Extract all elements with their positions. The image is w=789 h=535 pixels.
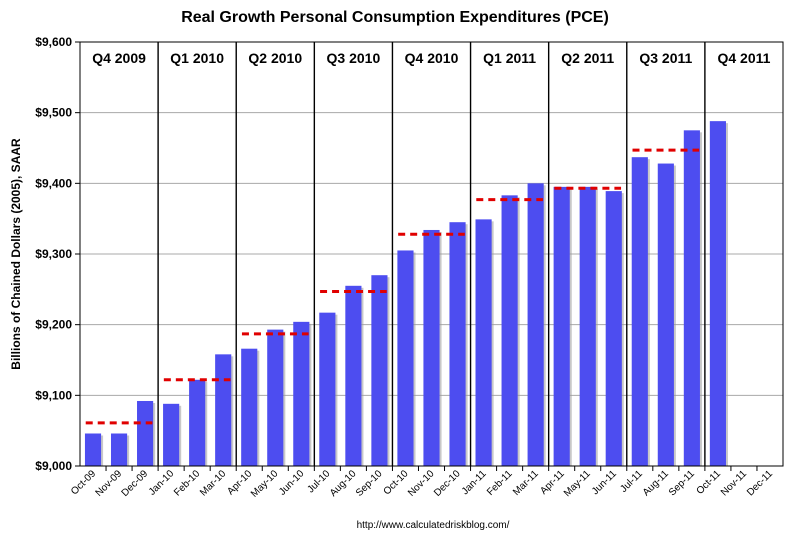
- x-tick-label: Mar-10: [198, 468, 228, 498]
- quarter-labels: Q4 2009 Q1 2010 Q2 2010 Q3 2010 Q4 2010 Q1 20…: [92, 50, 770, 66]
- bar: [267, 329, 284, 466]
- bar: [189, 379, 206, 466]
- quarter-label: Q2 2011: [561, 50, 614, 66]
- x-tick-label: Jan-11: [460, 468, 489, 497]
- x-tick-label: May-11: [562, 468, 593, 499]
- quarter-label: Q1 2011: [483, 50, 536, 66]
- bar: [683, 130, 700, 467]
- bar: [397, 250, 414, 466]
- bar: [423, 229, 440, 466]
- x-tick-label: May-10: [249, 468, 281, 500]
- bar: [345, 285, 362, 466]
- quarter-label: Q4 2009: [92, 50, 146, 66]
- x-tick-label: Jun-10: [277, 468, 307, 498]
- x-tick-label: Aug-10: [328, 468, 359, 499]
- bars: [84, 121, 728, 467]
- y-tick-label: $9,200: [35, 318, 72, 332]
- y-tick-label: $9,100: [35, 388, 72, 402]
- bar: [501, 195, 518, 466]
- quarter-dividers: [157, 42, 706, 466]
- y-axis-label: Billions of Chained Dollars (2005), SAAR: [9, 138, 23, 370]
- x-tick-label: Jan-10: [147, 468, 177, 498]
- bar: [449, 222, 466, 466]
- source-url[interactable]: http://www.calculatedriskblog.com/: [357, 520, 510, 531]
- bar: [163, 403, 180, 466]
- bar: [84, 433, 102, 466]
- bar: [709, 121, 726, 466]
- bar: [371, 275, 388, 466]
- quarter-label: Q1 2010: [170, 50, 224, 66]
- quarter-label: Q3 2010: [327, 50, 381, 66]
- bar: [579, 186, 596, 466]
- quarter-label: Q2 2010: [248, 50, 302, 66]
- bar: [110, 433, 128, 466]
- quarter-label: Q4 2010: [405, 50, 459, 66]
- quarter-label: Q4 2011: [717, 50, 770, 66]
- bar: [605, 191, 622, 466]
- bar: [241, 348, 258, 466]
- bar: [475, 219, 492, 466]
- bar: [293, 321, 310, 466]
- x-tick-label: Nov-11: [719, 468, 749, 498]
- bar: [553, 186, 570, 466]
- x-tick-label: Nov-09: [94, 468, 125, 499]
- x-axis-ticks: Oct-09Nov-09Dec-09Jan-10Feb-10Mar-10Apr-…: [69, 466, 775, 500]
- x-tick-label: Nov-10: [406, 468, 437, 499]
- quarter-label: Q3 2011: [639, 50, 692, 66]
- y-tick-label: $9,600: [35, 35, 72, 49]
- x-tick-label: Dec-09: [120, 468, 151, 499]
- x-tick-label: Dec-10: [432, 468, 463, 499]
- y-tick-label: $9,300: [35, 247, 72, 261]
- x-tick-label: Feb-11: [485, 468, 515, 498]
- bar: [527, 183, 544, 467]
- bar: [137, 400, 154, 466]
- x-tick-label: Sep-10: [354, 468, 385, 499]
- y-axis-ticks: $9,000 $9,100 $9,200 $9,300 $9,400 $9,500 $9,6…: [35, 35, 80, 473]
- bar: [215, 354, 232, 466]
- y-tick-label: $9,000: [35, 459, 72, 473]
- x-tick-label: Feb-10: [172, 468, 202, 498]
- x-tick-label: Mar-11: [511, 468, 541, 498]
- bar: [319, 312, 336, 466]
- x-tick-label: Aug-11: [641, 468, 671, 498]
- x-tick-label: Sep-11: [667, 468, 697, 498]
- bar: [631, 157, 648, 467]
- y-tick-label: $9,400: [35, 176, 72, 190]
- bar: [657, 163, 674, 466]
- x-tick-label: Dec-11: [745, 468, 775, 498]
- x-tick-label: Jun-11: [590, 468, 619, 497]
- x-tick-label: Oct-11: [695, 468, 724, 497]
- y-tick-label: $9,500: [35, 106, 72, 120]
- chart-title: Real Growth Personal Consumption Expendi…: [181, 9, 609, 26]
